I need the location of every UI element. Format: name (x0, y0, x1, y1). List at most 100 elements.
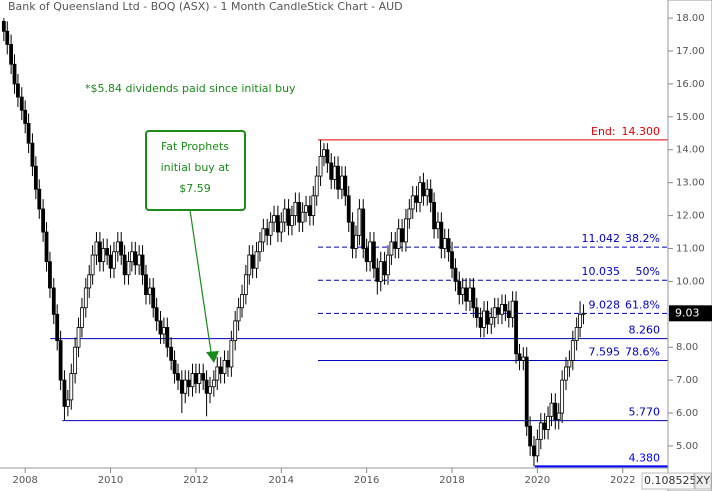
candle-body (460, 287, 465, 295)
candle-body (69, 373, 74, 401)
candle-body (350, 221, 355, 249)
candle-body (290, 215, 294, 226)
last-price-label: 9.03 (675, 306, 700, 319)
y-tick-label: 6.00 (676, 408, 698, 419)
candle-body (404, 218, 408, 243)
readout-box (641, 472, 695, 490)
candle-body (151, 287, 156, 309)
candle-body (535, 438, 540, 457)
candle-body (407, 208, 412, 220)
xy-button[interactable] (694, 472, 712, 490)
candle-body (211, 379, 216, 388)
candle-body (322, 149, 326, 157)
candle-body (108, 254, 113, 269)
candle-body (517, 353, 522, 361)
candle-body (325, 149, 330, 164)
candle-body (503, 304, 508, 312)
candle-body (30, 142, 35, 167)
candle-body (87, 274, 92, 289)
candle-body (436, 221, 440, 230)
candle-body (432, 202, 436, 230)
candle-body (137, 254, 142, 266)
candle-body (457, 280, 462, 295)
x-tick-label: 2016 (354, 475, 379, 486)
candle-body (300, 211, 305, 223)
candle-body (147, 287, 152, 295)
candle-body (261, 228, 266, 243)
candle-body (542, 422, 547, 430)
candle-body (524, 356, 529, 427)
y-tick-label: 10.00 (676, 276, 705, 287)
candle-body (510, 300, 515, 318)
candle-body (229, 340, 234, 368)
candle-body (201, 373, 206, 381)
candle-body (361, 208, 366, 249)
candle-body (474, 307, 479, 318)
candle-body (464, 287, 469, 302)
candle-body (382, 261, 387, 276)
candle-body (172, 359, 177, 374)
candle-body (94, 241, 99, 256)
y-tick-label: 13.00 (676, 178, 705, 189)
xy-button-label[interactable]: XY (696, 474, 711, 487)
candle-body (129, 251, 134, 263)
candle-body (282, 208, 287, 223)
candle-body (83, 287, 88, 309)
candle-body (115, 241, 120, 253)
candle-body (482, 310, 486, 328)
y-tick-label: 18.00 (676, 13, 705, 24)
y-axis-panel (667, 0, 712, 491)
level-label: 4.380 (629, 451, 661, 464)
candle-body (553, 402, 558, 421)
candle-body (119, 241, 124, 256)
x-tick-label: 2020 (525, 475, 550, 486)
candle-body (176, 373, 180, 381)
candle-body (297, 202, 302, 223)
y-tick-label: 17.00 (676, 46, 705, 57)
y-tick-label: 11.00 (676, 243, 705, 254)
candle-body (272, 215, 276, 223)
candle-body (233, 320, 238, 342)
x-tick-label: 2008 (12, 475, 37, 486)
level-label: 9.028 (589, 298, 621, 311)
plot-area: 2008 2010 2012 2014 2016 2018 2020 2022 14.300 En… (1, 18, 668, 486)
candle-body (265, 228, 270, 236)
candle-body (521, 356, 526, 361)
y-tick-label: 8.00 (676, 342, 698, 353)
candle-body (51, 287, 56, 315)
candle-body (5, 30, 10, 45)
candle-body (179, 379, 184, 394)
callout-line: Fat Prophets (161, 140, 229, 153)
candle-body (73, 346, 78, 374)
candle-body (556, 412, 561, 421)
candle-body (304, 205, 308, 213)
callout-line: initial buy at (161, 161, 230, 174)
candle-body (226, 359, 230, 368)
candle-body (279, 221, 284, 233)
candle-body (26, 123, 31, 144)
candle-body (336, 165, 340, 190)
candle-body (16, 83, 20, 98)
candle-body (468, 287, 472, 302)
candle-body (489, 317, 494, 325)
candle-body (332, 165, 337, 180)
candle-body (62, 379, 67, 407)
candle-body (389, 241, 394, 256)
candle-body (33, 165, 38, 190)
candle-body (567, 359, 572, 368)
candle-body (12, 63, 17, 85)
candle-body (496, 307, 501, 315)
candle-body (414, 195, 419, 203)
candle-body (58, 340, 63, 381)
candle-body (183, 379, 188, 394)
callout-arrowhead (206, 351, 219, 363)
x-tick-label: 2012 (183, 475, 208, 486)
candle-body (578, 313, 582, 328)
candle-body (240, 294, 244, 309)
candle-body (428, 188, 433, 203)
candle-body (112, 251, 116, 269)
level-pct: 61.8% (625, 298, 660, 311)
candle-body (190, 373, 195, 388)
candle-body (169, 346, 174, 361)
